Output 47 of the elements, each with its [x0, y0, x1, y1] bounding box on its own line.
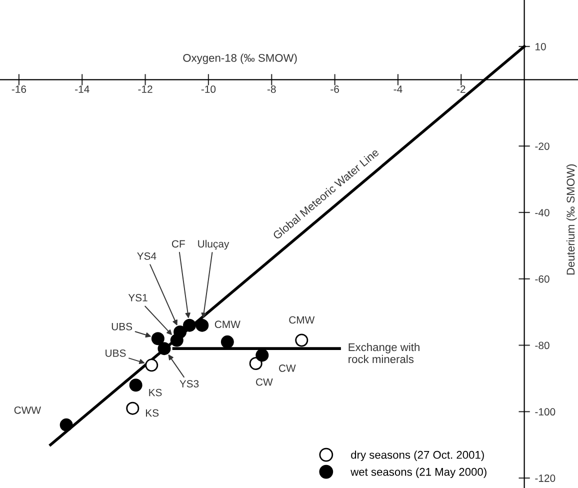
annotation: YS3: [180, 380, 199, 388]
x-tick-label: -6: [330, 86, 339, 93]
x-axis-title: Oxygen-18 (‰ SMOW): [183, 54, 297, 64]
point: [295, 334, 308, 347]
x-tick-label: -8: [267, 86, 276, 93]
annotation: UBS: [106, 349, 126, 357]
annotation: KS: [149, 388, 162, 396]
annotation: YS1: [128, 294, 148, 302]
x-tick-label: -14: [75, 86, 90, 93]
annotation: CW: [279, 364, 296, 372]
legend-label: wet seasons (21 May 2000): [350, 468, 486, 478]
point: [249, 357, 262, 370]
x-tick-label: -10: [201, 86, 216, 93]
point: [158, 342, 171, 356]
point: [129, 378, 142, 392]
annotation: Uluçay: [198, 240, 230, 250]
annotation: UBS: [112, 322, 132, 330]
x-tick-label: -16: [12, 86, 26, 93]
x-tick-label: -4: [394, 86, 402, 93]
point: [220, 335, 234, 348]
annotation: KS: [146, 409, 159, 417]
x-tick-label: -12: [138, 86, 152, 93]
y-tick-label: -40: [535, 208, 550, 216]
point: [126, 402, 140, 415]
point: [151, 332, 164, 346]
point: [183, 318, 196, 332]
point: [256, 348, 269, 362]
y-tick-label: -120: [535, 474, 556, 482]
annotation: Exchange with rock minerals: [348, 342, 420, 364]
y-tick-label: -20: [535, 142, 550, 150]
annotation: CWW: [14, 406, 41, 414]
point: [145, 358, 158, 372]
y-tick-label: -100: [535, 408, 556, 416]
y-axis-title: Deuterium (‰ SMOW): [566, 164, 577, 275]
x-tick-label: -2: [456, 86, 466, 93]
legend-label: dry seasons (27 Oct. 2001): [351, 450, 484, 461]
y-tick-label: -60: [535, 275, 550, 283]
annotation: CW: [256, 378, 273, 386]
y-tick-label: -80: [535, 342, 550, 350]
point: [60, 418, 73, 432]
annotation: CF: [172, 240, 185, 248]
annotation: CMW: [289, 316, 315, 324]
point: [174, 325, 187, 338]
annotation: CMW: [214, 320, 240, 328]
point: [196, 318, 209, 332]
annotation: YS4: [137, 252, 156, 260]
y-tick-label: 10: [536, 42, 546, 50]
